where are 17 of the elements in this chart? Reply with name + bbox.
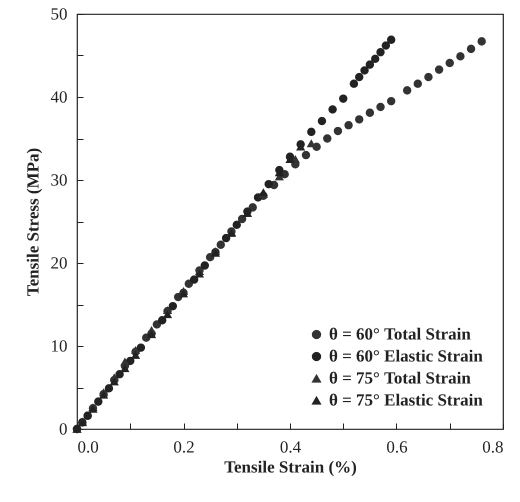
y-tick-label: 50 (50, 4, 68, 24)
x-tick-label: 0.2 (173, 438, 195, 456)
legend-label: θ = 60° Total Strain (329, 324, 472, 344)
y-tick-label: 0 (59, 420, 68, 438)
y-axis-title: Tensile Stress (MPa) (24, 148, 42, 296)
x-tick-label: 0.8 (482, 438, 504, 456)
legend-label: θ = 75° Total Strain (329, 368, 472, 388)
x-tick-label: 0.6 (386, 438, 408, 456)
x-tick-label: 0.0 (78, 438, 99, 456)
y-tick-label: 20 (50, 254, 68, 272)
y-tick-label: 30 (50, 170, 68, 190)
x-axis-title: Tensile Strain (%) (224, 458, 357, 476)
y-tick-label: 10 (50, 336, 68, 356)
legend-label: θ = 75° Elastic Strain (329, 390, 484, 410)
legend-label: θ = 60° Elastic Strain (329, 346, 484, 366)
y-tick-label: 40 (50, 88, 68, 106)
x-tick-label: 0.4 (280, 438, 302, 456)
